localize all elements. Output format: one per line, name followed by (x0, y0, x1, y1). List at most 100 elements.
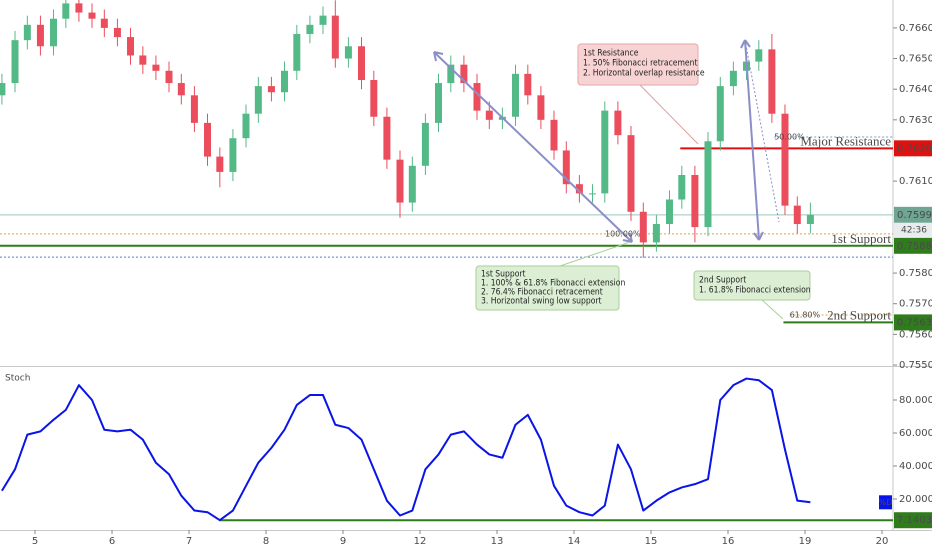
candle-body (781, 113, 789, 206)
candle-body (50, 18, 58, 47)
legend-box (879, 495, 892, 510)
marks (0, 0, 893, 522)
resistance-note: 1st Resistance 1. 50% Fibonacci retracem… (577, 43, 705, 145)
level-box (894, 314, 932, 331)
level-name: 2nd Support (827, 307, 891, 322)
x-tick-label: 19 (799, 536, 812, 547)
candle-body (396, 159, 404, 203)
support-note: 1st Support 1. 100% & 61.8% Fibonacci ex… (475, 241, 631, 311)
level-name: 1st Support (831, 231, 891, 246)
candle-body (331, 15, 339, 59)
level-label: 0.75889 (897, 241, 932, 252)
candle-body (588, 193, 596, 195)
y-tick-label: 20.0000 (899, 494, 932, 505)
candle-body (511, 73, 519, 117)
candle-body (639, 211, 647, 243)
countdown-box (894, 222, 932, 237)
note-item: 1. 100% & 61.8% Fibonacci extension (481, 279, 625, 289)
arrow (744, 39, 760, 241)
candle-body (793, 205, 801, 225)
candle-body (370, 79, 378, 117)
note-box (693, 270, 811, 301)
candle-body (357, 46, 365, 80)
level-label: 0.76207 (897, 143, 932, 154)
candle-body (473, 83, 481, 111)
x-tick-label: 8 (263, 536, 269, 547)
note-title: 1st Resistance (583, 49, 639, 59)
candle-body (75, 3, 83, 13)
candle-body (242, 113, 250, 139)
candle-body (113, 27, 121, 38)
candle-body (152, 64, 160, 71)
candle-body (0, 83, 6, 96)
candle-body (11, 40, 19, 84)
candle-body (267, 86, 275, 93)
candle-body (729, 70, 737, 87)
last-price-label: 0.75990 (897, 210, 932, 221)
candle-body (601, 110, 609, 194)
note-item: 1. 61.8% Fibonacci extension (699, 286, 811, 296)
pointer (559, 241, 631, 267)
candle-body (100, 18, 108, 28)
note-title: 2nd Support (699, 276, 746, 286)
y-tick-label: 60.0000 (899, 428, 932, 439)
candle-body (716, 86, 724, 142)
level-box (894, 237, 932, 254)
note-box (475, 265, 620, 311)
candle-body (755, 49, 763, 62)
level-label: 0.75639 (897, 317, 932, 328)
note-item: 2. 76.4% Fibonacci retracement (481, 288, 603, 298)
note-box (577, 43, 699, 86)
candle-body (229, 138, 237, 172)
x-tick-label: 9 (340, 536, 346, 547)
y-tick-label: 80.0000 (899, 395, 932, 406)
candle-body (460, 64, 468, 84)
candle-body (177, 83, 185, 96)
candle-body (524, 73, 532, 96)
candle-body (652, 224, 660, 243)
candle-body (550, 119, 558, 151)
candle-body (434, 83, 442, 123)
candle-body (319, 15, 327, 25)
candle-body (704, 141, 712, 228)
candle-body (575, 184, 583, 194)
pointer (761, 299, 784, 320)
fib-label: 61.80% (790, 311, 821, 320)
x-tick-label: 14 (568, 536, 581, 547)
x-tick-label: 13 (491, 536, 504, 547)
y-tick-label: 40.0000 (899, 461, 932, 472)
note-item: 2. Horizontal overlap resistance (583, 69, 705, 79)
x-tick-label: 6 (109, 536, 115, 547)
candle-body (190, 95, 198, 123)
legend-label: %D (879, 498, 893, 507)
candle-body (421, 122, 429, 166)
candle-body (62, 3, 70, 19)
x-tick-label: 12 (414, 536, 427, 547)
candle-body (614, 110, 622, 136)
countdown: 42:36 (901, 225, 927, 235)
x-tick-label: 15 (645, 536, 658, 547)
candle-body (344, 46, 352, 59)
second-support-note: 2nd Support 1. 61.8% Fibonacci extension (693, 270, 811, 320)
stoch-level-label: 7.1403 (897, 515, 932, 526)
candle-body (165, 70, 173, 84)
candle-body (306, 24, 314, 35)
candle-body (678, 174, 686, 200)
candle-body (293, 34, 301, 71)
candle-body (23, 24, 31, 41)
candle-body (204, 122, 212, 157)
fib-label: 100.00% (605, 229, 641, 238)
candle-body (281, 70, 289, 93)
candle-body (768, 49, 776, 114)
candle-body (88, 12, 96, 19)
y-tick-label: 0.75500 (899, 360, 932, 371)
candle-body (537, 95, 545, 120)
x-tick-label: 5 (32, 536, 38, 547)
pointer (639, 84, 699, 145)
